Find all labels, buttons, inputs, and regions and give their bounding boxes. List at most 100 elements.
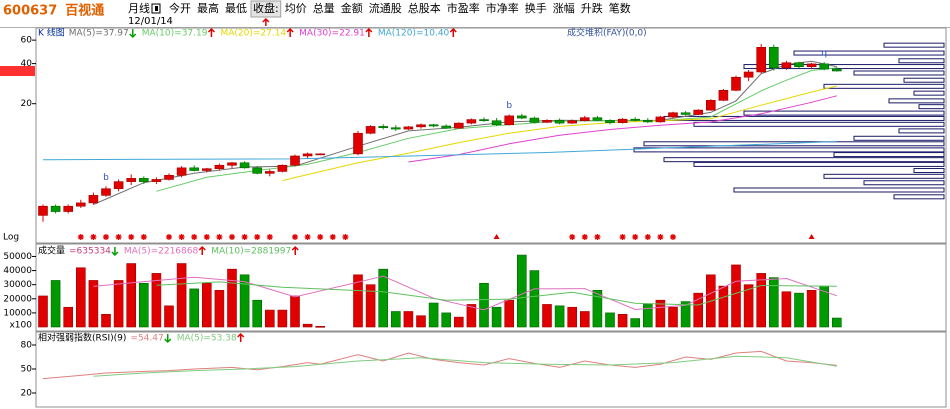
signal-star [103,234,109,240]
menu-item[interactable]: 流通股 [369,1,402,15]
candle-body [227,162,237,166]
candle-body [479,119,489,122]
volume-profile-bar [893,194,945,200]
volume-bar [693,292,704,328]
menu-item[interactable]: 总量 [313,1,335,15]
period-icon-bar [155,6,158,11]
signal-triangle [493,234,500,239]
volume-bar [731,264,741,328]
legend-entry: MA(5)=53.38 [177,334,237,344]
volume-bar [252,299,262,328]
menu-item[interactable]: 笔数 [609,1,631,15]
menu-item[interactable]: 市盈率 [447,1,480,15]
candle-body [705,100,716,111]
stock-code: 600637 [3,4,57,19]
menu-item[interactable]: 最低 [225,2,247,15]
volume-profile-bar [903,77,945,83]
candle-body [567,120,578,124]
signal-star [216,234,223,240]
volume-bar [302,323,313,328]
volume-bar [113,280,124,328]
volume-bar [428,302,439,328]
trend-arrow [164,334,172,344]
legend-entry: MA(20)=27.14 [220,29,286,39]
candle-body [693,109,704,115]
panel-frame [35,331,947,408]
candle-body [731,76,741,91]
candle-body [189,167,199,171]
volume-profile-bar [913,168,945,174]
ma-line [156,281,837,306]
signal-star [329,234,336,240]
volume-bar [768,277,779,328]
menu-item[interactable]: 今开 [169,1,191,15]
menu-item[interactable]: 收盘: [253,1,279,15]
candle-body [214,164,225,170]
signal-star [670,234,676,240]
signal-star [178,234,185,240]
signal-star [140,234,147,240]
scale-label: Log [3,233,19,243]
volume-profile-bar [853,70,945,76]
period[interactable]: 月线 [128,1,150,15]
candle-body [655,116,666,123]
ma-line [93,275,837,311]
candle-body [38,205,48,216]
menu-item[interactable]: 换手 [525,1,547,15]
signal-star [619,234,626,240]
ma-line [282,85,837,181]
volume-bar [403,311,414,328]
volume-bar [139,282,149,328]
volume-value: =635334 [69,247,111,257]
trend-arrow [111,247,119,257]
stock-name: 百视通 [65,3,104,19]
unit-label: x100 [9,321,32,331]
legend-entry: =54.47 [130,334,163,344]
candle-body [718,90,729,101]
profile-title: 成交堆积(FAY)(0,0) [567,27,647,39]
signal-star [203,234,210,240]
candle-body [768,47,779,69]
menu-item[interactable]: 金额 [341,1,363,15]
volume-bar [101,314,111,328]
volume-profile-bar [898,58,945,64]
volume-bar [151,273,162,328]
signal-star [304,234,311,240]
ma-line [408,95,837,163]
menu-item[interactable]: 市净率 [486,1,519,15]
candle-body [441,125,452,129]
menu-item[interactable]: 均价 [285,2,307,15]
volume-bar [668,306,678,328]
menu-item[interactable]: 最高 [197,1,219,15]
signal-star [266,234,273,240]
signal-star [581,234,588,240]
volume-profile-bar [743,110,945,116]
volume-bar [315,325,326,328]
candle-body [630,118,641,121]
candle-body [743,71,754,78]
candle-body [680,112,691,115]
menu-item[interactable]: 涨幅 [553,2,575,15]
volume-profile-bar [883,42,945,48]
volume-bar [290,295,300,328]
volume-profile-bar [918,104,945,110]
candle-body [453,122,464,129]
volume-profile-bar [663,157,945,163]
menu-item[interactable]: 总股本 [408,1,441,15]
candle-body [302,153,313,157]
candle-body [466,119,477,124]
signal-star [292,234,298,240]
y-tick-label: 50000 [3,252,32,262]
volume-bar [794,292,804,328]
signal-star [115,234,122,240]
volume-bar [176,263,187,328]
y-tick-label: 50 [21,365,33,375]
menu-item[interactable]: 升跌 [581,1,603,15]
candle-body [315,153,326,156]
volume-bar [491,306,502,328]
volume-bar [529,270,540,328]
panel-title: 相对强弱指数(RSI)(9) [38,332,126,344]
candle-body [176,167,187,176]
ma-line [42,141,837,161]
candle-body [353,132,363,155]
